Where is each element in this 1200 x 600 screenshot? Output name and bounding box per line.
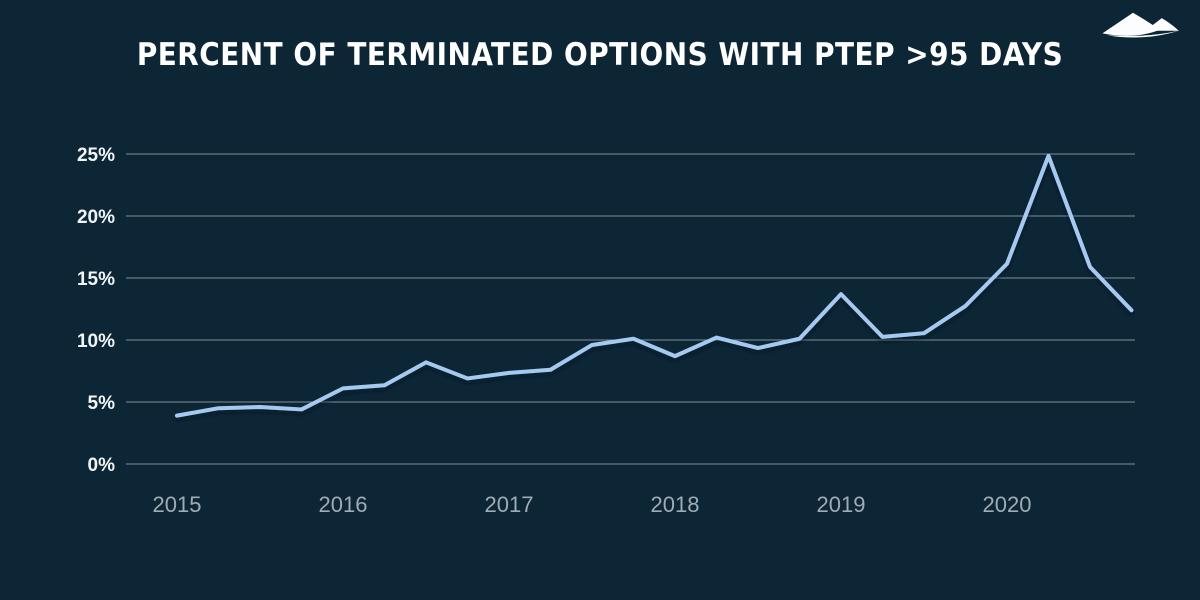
x-tick-label: 2018	[651, 492, 700, 517]
y-axis-labels: 0% 5% 10% 15% 20% 25%	[77, 145, 115, 476]
y-tick-label: 25%	[77, 145, 115, 166]
x-tick-label: 2017	[485, 492, 534, 517]
x-tick-label: 2020	[983, 492, 1032, 517]
gridlines	[126, 153, 1135, 465]
y-tick-label: 5%	[88, 393, 116, 414]
dunes-logo-icon	[1102, 12, 1179, 38]
y-tick-label: 20%	[77, 207, 115, 228]
y-tick-label: 0%	[88, 455, 116, 476]
x-tick-label: 2016	[319, 492, 368, 517]
x-axis-labels: 2015 2016 2017 2018 2019 2020	[153, 492, 1032, 517]
x-tick-label: 2019	[817, 492, 866, 517]
data-line	[175, 153, 1134, 418]
chart-title: PERCENT OF TERMINATED OPTIONS WITH PTEP …	[136, 37, 1064, 73]
y-tick-label: 15%	[77, 269, 115, 290]
y-tick-label: 10%	[77, 331, 115, 352]
x-tick-label: 2015	[153, 492, 202, 517]
